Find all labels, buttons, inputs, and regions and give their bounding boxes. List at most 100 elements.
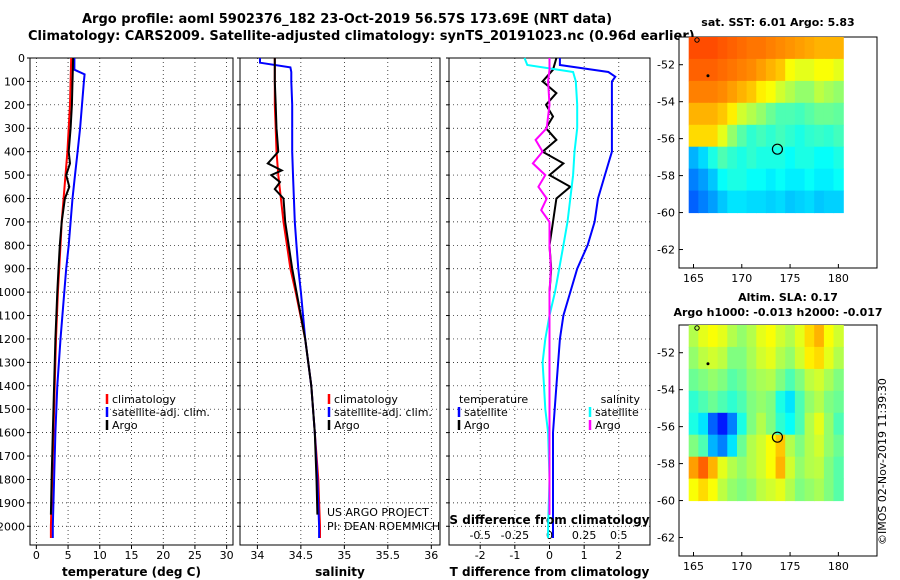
series-line-salinity-satellite [523,57,579,538]
heatmap-cell [717,434,728,458]
heatmap-cell [688,478,699,502]
page-title-line2: Climatology: CARS2009. Satellite-adjuste… [28,29,695,44]
heatmap-cell [814,102,825,126]
heatmap-cell [717,80,728,104]
heatmap-cell [688,80,699,104]
heatmap-cell [785,368,796,392]
heatmap-cell [775,80,786,104]
heatmap-cell [775,390,786,414]
heatmap-cell [765,58,777,82]
heatmap-cell [765,168,777,192]
secondary-axis-title: S difference from climatology [449,513,649,527]
x-axis-title: temperature (deg C) [62,565,201,579]
map-subtitle: Argo h1000: -0.013 h2000: -0.017 [673,306,882,319]
y-tick-label: 1200 [0,333,25,346]
heatmap-cell [785,456,796,480]
y-tick-label: 800 [4,239,25,252]
heatmap-cell [708,80,719,104]
heatmap-cell [756,190,767,214]
heatmap-cell [804,390,815,414]
heatmap-cell [698,390,709,414]
heatmap-cell [698,478,709,502]
heatmap-cell [746,58,757,82]
heatmap-cell [775,478,786,502]
heatmap-cell [737,58,748,82]
heatmap-cell [785,37,796,60]
map-y-tick-label: -58 [657,458,675,471]
heatmap-cell [698,412,709,436]
legend-label: satellite [464,406,508,419]
heatmap-cell [717,456,728,480]
heatmap-cell [785,346,796,370]
argo-float-marker [771,431,784,443]
x-tick-label: 15 [125,549,139,562]
reference-dot-marker [706,74,710,78]
heatmap-cell [746,146,757,170]
heatmap-cell [756,168,767,192]
heatmap-cell [708,190,719,214]
y-tick-label: 300 [4,122,25,135]
heatmap-cell [708,146,719,170]
map-x-tick-label: 180 [828,272,849,285]
heatmap-cell [823,325,835,348]
heatmap-cell [708,325,719,348]
heatmap-cell [737,478,748,502]
heatmap-cell [727,80,738,104]
heatmap-cell [823,58,835,82]
heatmap-cell [765,102,777,126]
heatmap-cell [823,80,835,104]
map-x-tick-label: 170 [731,560,752,573]
heatmap-cell [756,368,767,392]
map-y-tick-label: -62 [657,532,675,545]
x-tick-label: 34 [250,549,264,562]
heatmap-cell [727,190,738,214]
heatmap-cell [785,412,796,436]
heatmap-cell [804,325,815,348]
heatmap-cell [746,412,757,436]
heatmap-cell [823,456,835,480]
heatmap-cell [794,80,806,104]
x-tick-label: -2 [475,549,486,562]
map-y-tick-label: -54 [657,384,675,397]
credit-project: US ARGO PROJECT [327,506,429,519]
heatmap-cell [833,190,844,214]
heatmap-cell [775,368,786,392]
heatmap-cell [708,37,719,60]
heatmap-cell [833,390,844,414]
heatmap-cell [708,346,719,370]
heatmap-cell [717,58,728,82]
heatmap-cell [785,168,796,192]
heatmap-cell [737,434,748,458]
series-line-argo [49,57,75,515]
heatmap-cell [814,124,825,148]
heatmap-cell [717,124,728,148]
heatmap-cell [708,368,719,392]
heatmap-cell [727,434,738,458]
heatmap-cell [765,325,777,348]
y-tick-label: 0 [18,52,25,65]
secondary-tick-label: 0 [546,529,553,542]
heatmap-cell [814,368,825,392]
heatmap-cell [698,434,709,458]
heatmap-cell [833,168,844,192]
heatmap-cell [688,58,699,82]
heatmap-cell [688,37,699,60]
heatmap-cell [823,478,835,502]
map-x-tick-label: 170 [731,272,752,285]
heatmap-cell [708,434,719,458]
y-tick-label: 2000 [0,520,25,533]
heatmap-cell [746,102,757,126]
heatmap-cell [746,478,757,502]
plot-frame [239,57,441,546]
heatmap-cell [756,478,767,502]
heatmap-cell [804,434,815,458]
x-tick-label: 30 [220,549,234,562]
y-tick-label: 1700 [0,450,25,463]
heatmap-cell [737,80,748,104]
heatmap-cell [717,102,728,126]
heatmap-cell [698,37,709,60]
heatmap-cell [814,412,825,436]
heatmap-cell [823,146,835,170]
